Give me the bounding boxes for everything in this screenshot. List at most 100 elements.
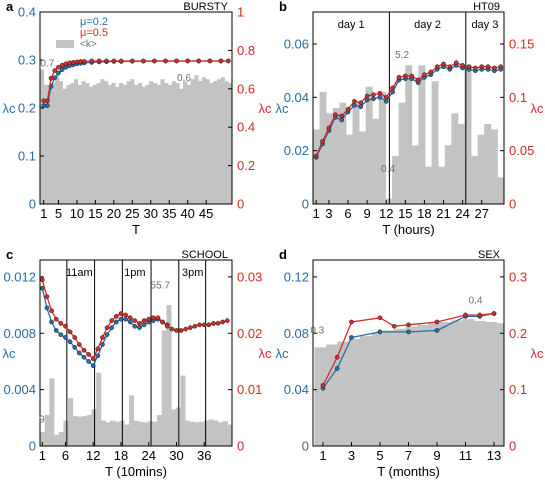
bar [114, 421, 121, 446]
series-point [498, 64, 504, 70]
y-left-tick-label: 0.12 [284, 269, 309, 284]
bar [378, 92, 386, 204]
bar [332, 108, 340, 204]
series-point [334, 354, 340, 360]
series-point [63, 323, 68, 329]
y-right-axis-label: λc [259, 346, 273, 361]
series-point [100, 342, 105, 347]
y-right-tick-label: 0.01 [237, 382, 262, 397]
legend-swatch [56, 40, 74, 48]
series-point [164, 323, 170, 329]
bar [185, 420, 191, 446]
series-point [185, 58, 191, 64]
y-right-tick-label: 0 [509, 197, 516, 212]
series-point [377, 315, 383, 321]
bar [471, 156, 479, 204]
y-left-tick-label: 0.008 [3, 326, 36, 341]
legend-label: <k> [80, 39, 97, 50]
panel-title: BURSTY [183, 1, 228, 13]
series-point [391, 323, 397, 329]
bar [190, 79, 195, 204]
y-right-tick-label: 0.2 [509, 326, 527, 341]
annotation-label: 0.4 [381, 164, 395, 175]
bar [208, 419, 214, 446]
x-tick-label: 1 [313, 206, 320, 221]
bar [222, 421, 228, 446]
bar [149, 81, 154, 204]
series-point [56, 64, 61, 70]
series-point [152, 58, 157, 64]
series-point [123, 312, 128, 318]
panel-letter: d [279, 247, 287, 262]
bar [485, 322, 498, 446]
bar [179, 88, 184, 204]
series-line-2 [322, 312, 495, 386]
bar [451, 113, 459, 204]
bar [224, 81, 229, 204]
bar [88, 86, 94, 204]
bar [438, 166, 446, 204]
bar [43, 84, 48, 204]
series-point [169, 326, 175, 332]
bar [325, 344, 338, 446]
x-tick-label: 30 [144, 206, 158, 221]
series-point [81, 347, 87, 353]
bar [198, 81, 203, 204]
series-point [141, 318, 147, 323]
bar [365, 86, 373, 204]
y-left-tick-label: 0.2 [18, 101, 36, 116]
y-left-tick-label: 0.004 [3, 382, 36, 397]
bar [137, 83, 143, 204]
bar [319, 92, 327, 204]
bar [119, 83, 124, 204]
series-point [174, 328, 179, 333]
bar [314, 347, 327, 446]
y-right-tick-label: 0.1 [509, 90, 527, 105]
series-point [460, 62, 465, 68]
series-point [473, 65, 478, 71]
bar [128, 395, 135, 446]
series-point [371, 96, 376, 102]
x-axis-label: T (hours) [382, 222, 435, 237]
series-point [109, 325, 115, 330]
series-point [150, 315, 156, 321]
series-point [396, 74, 402, 80]
plot-frame [39, 259, 233, 447]
bar [372, 118, 380, 204]
y-left-tick-label: 0.04 [284, 382, 309, 397]
panel-title: SCHOOL [182, 249, 228, 261]
series-point [76, 342, 82, 347]
y-left-tick-label: 0.012 [3, 269, 36, 284]
annotation-label: 0.4 [469, 295, 483, 306]
y-left-axis-label: λc [276, 101, 290, 116]
bar [490, 129, 498, 204]
x-tick-label: 25 [125, 206, 139, 221]
bar [143, 422, 149, 446]
bar [111, 83, 116, 204]
x-tick-label: 12 [86, 448, 100, 463]
x-tick-label: 35 [162, 206, 176, 221]
region-label: 1pm [124, 267, 145, 279]
series-point [453, 60, 459, 66]
bar [213, 81, 218, 204]
series-point [141, 58, 146, 64]
bar [371, 333, 384, 446]
y-right-tick-label: 0.02 [237, 326, 262, 341]
series-point [49, 308, 54, 314]
bar [160, 79, 165, 204]
bar [474, 320, 486, 446]
bar [180, 375, 186, 446]
series-point [345, 106, 351, 112]
series-point [463, 312, 468, 318]
y-left-axis-label: λc [3, 101, 17, 116]
series-point [118, 58, 124, 64]
series-point [48, 75, 54, 81]
panel-letter: a [6, 0, 14, 14]
region-label: day 1 [338, 19, 365, 31]
bar [66, 84, 71, 204]
y-left-axis-label: λc [3, 346, 17, 361]
bar [72, 416, 78, 446]
y-right-tick-label: 0.1 [509, 382, 527, 397]
series-point [183, 326, 189, 332]
